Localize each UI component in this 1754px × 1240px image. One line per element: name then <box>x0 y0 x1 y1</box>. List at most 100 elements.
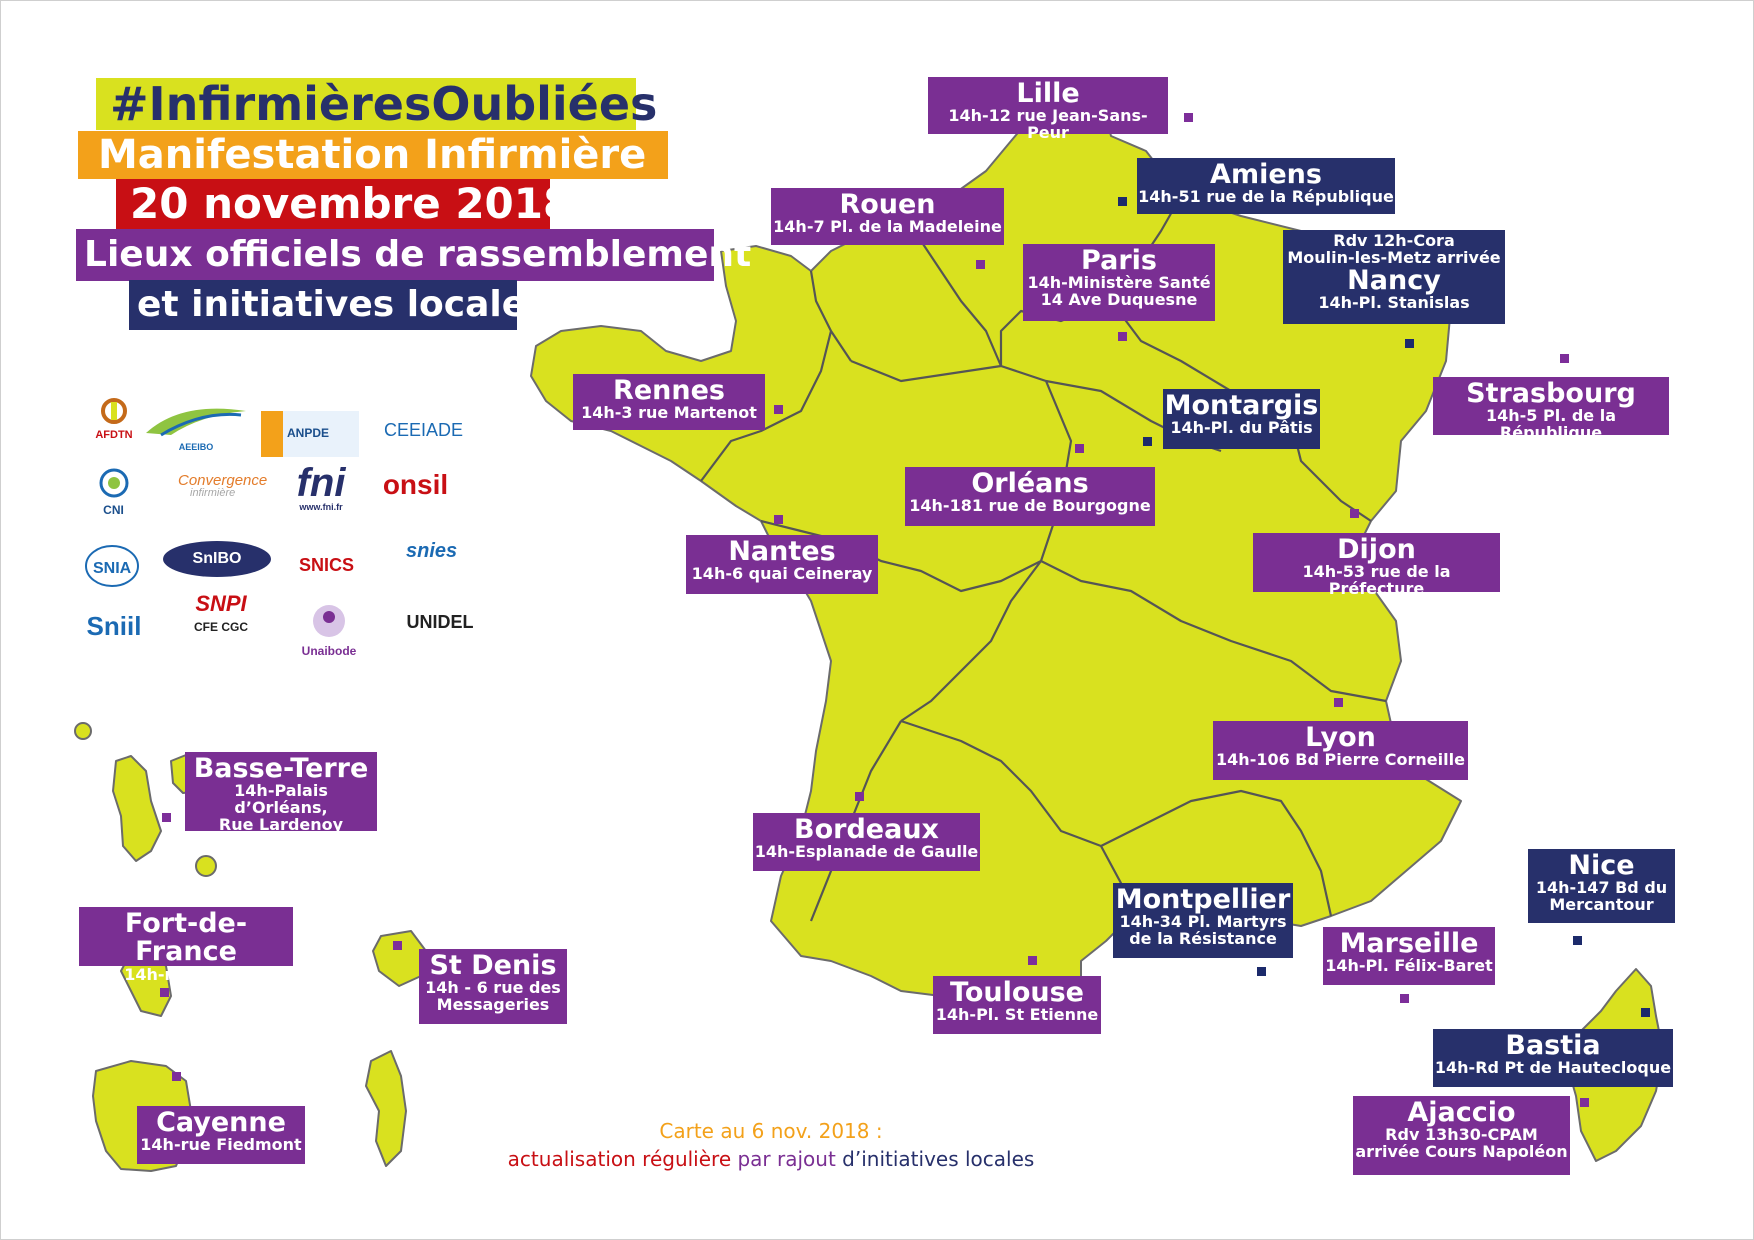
afdtn-text: AFDTN <box>95 429 133 441</box>
snibo-logo: SnIBO <box>163 541 271 577</box>
anpde-logo: ANPDE <box>261 411 359 457</box>
ceeiade-text: CEEIADE <box>383 420 464 440</box>
onsil-text: onsil <box>382 469 449 500</box>
location-city: Montargis <box>1164 390 1319 421</box>
location-address: 14h-147 Bd du <box>1535 878 1668 898</box>
location-city: St Denis <box>429 950 557 981</box>
location-address: 14h-181 rue de Bourgogne <box>909 496 1151 516</box>
marker-lille <box>1184 113 1193 122</box>
snpi-cfe-cgc-logo: SNPI CFE CGC <box>181 593 261 665</box>
fni-logo: fni www.fni.fr <box>286 463 356 531</box>
location-address-line-2: 14 Ave Duquesne <box>1040 290 1198 310</box>
location-address: 14h-Pl. Stanislas <box>1318 292 1470 312</box>
location-city: Montpellier <box>1115 884 1291 915</box>
location-address: 14h - 6 rue des <box>425 978 561 998</box>
location-rdv-line-1: Rdv 12h-Cora <box>1333 231 1455 250</box>
marker-nantes <box>774 515 783 524</box>
manifestation-title: Manifestation Infirmière <box>78 131 668 179</box>
update-note-part-1: actualisation régulière <box>507 1147 732 1171</box>
marker-bastia <box>1641 1008 1650 1017</box>
snia-emblem-icon <box>84 545 139 587</box>
marker-montargis <box>1143 437 1152 446</box>
update-note-part-2: par rajout <box>737 1147 836 1171</box>
fni-text: fni <box>296 461 346 505</box>
location-address: 14h-Esplanade de Gaulle <box>754 842 979 862</box>
location-montpellier: Montpellier 14h-34 Pl. Martyrs de la Rés… <box>1113 883 1293 958</box>
marker-nice <box>1573 936 1582 945</box>
location-address: 14h-6 quai Ceineray <box>691 564 873 584</box>
aeeibo-text: AEEIBO <box>178 442 214 452</box>
location-nantes: Nantes 14h-6 quai Ceineray <box>686 535 878 594</box>
location-address: 14h-7 Pl. de la Madeleine <box>773 217 1002 237</box>
convergence-sub-text: infirmière <box>190 487 236 499</box>
location-address: 14h-Rd Pt de Hautecloque <box>1434 1058 1672 1078</box>
guadeloupe-islet-1 <box>74 722 92 740</box>
convergence-infirmiere-logo: Convergence infirmière <box>146 473 276 513</box>
snics-logo: SNICS <box>284 556 369 591</box>
update-note: Carte au 6 nov. 2018 : actualisation rég… <box>471 1117 1071 1173</box>
location-marseille: Marseille 14h-Pl. Félix-Baret <box>1323 927 1495 985</box>
event-date: 20 novembre 2018 <box>116 179 572 229</box>
location-rdv-line-2: Moulin-les-Metz arrivée <box>1287 247 1501 267</box>
location-city: Amiens <box>1210 159 1322 190</box>
location-address: 14h-34 Pl. Martyrs <box>1119 912 1287 932</box>
location-city: Marseille <box>1339 928 1479 959</box>
cni-logo: CNI <box>86 466 141 521</box>
location-toulouse: Toulouse 14h-Pl. St Etienne <box>933 976 1101 1034</box>
location-address: Rdv 13h30-CPAM <box>1385 1125 1538 1145</box>
unidel-logo: UNIDEL <box>394 613 486 645</box>
location-city: Strasbourg <box>1466 378 1636 409</box>
fni-site-text: www.fni.fr <box>299 502 343 512</box>
cni-emblem-icon <box>99 468 128 498</box>
location-city: Bastia <box>1505 1030 1601 1061</box>
marker-bordeaux <box>855 792 864 801</box>
location-city: Lille <box>1016 78 1080 109</box>
location-address: 14h-Pl. du Pâtis <box>1170 418 1313 438</box>
marker-basse-terre <box>162 813 171 822</box>
reunion <box>372 930 427 987</box>
marker-st-denis <box>393 941 402 950</box>
marker-orleans <box>1075 444 1084 453</box>
location-address: 14h-51 rue de la République <box>1138 187 1394 207</box>
aeeibo-swoosh-icon <box>146 408 246 437</box>
location-city: Orléans <box>971 468 1089 499</box>
location-rouen: Rouen 14h-7 Pl. de la Madeleine <box>771 188 1004 245</box>
location-address: 14h-3 rue Martenot <box>581 403 757 423</box>
location-city: Basse-Terre <box>193 753 369 784</box>
location-city: Nice <box>1568 850 1635 881</box>
location-orleans: Orléans 14h-181 rue de Bourgogne <box>905 467 1155 526</box>
location-city: Paris <box>1081 245 1157 276</box>
marker-ajaccio <box>1580 1098 1589 1107</box>
location-city: Toulouse <box>949 977 1084 1008</box>
location-address: 14h-53 rue de la Préfecture <box>1302 562 1451 599</box>
location-address: 14h-rue Louis <box>124 964 248 984</box>
location-address-line-2: Rue Lardenoy <box>218 814 344 834</box>
afdtn-logo: AFDTN <box>79 396 149 451</box>
ceeiade-logo: CEEIADE <box>376 421 471 449</box>
unaibode-text: Unaibode <box>301 644 357 658</box>
location-city: Rennes <box>613 375 725 406</box>
snies-text: snies <box>406 540 458 562</box>
location-nice: Nice 14h-147 Bd du Mercantour <box>1528 849 1675 923</box>
location-address: 14h-5 Pl. de la République <box>1485 406 1616 443</box>
location-address: 14h-12 rue Jean-Sans-Peur <box>948 106 1148 143</box>
location-lyon: Lyon 14h-106 Bd Pierre Corneille <box>1213 721 1468 780</box>
afdtn-emblem-icon <box>101 398 127 424</box>
aeeibo-logo: AEEIBO <box>141 401 251 452</box>
marker-cayenne <box>172 1072 181 1081</box>
snia-logo: SNIA <box>79 541 144 599</box>
location-address: 14h-Ministère Santé <box>1027 273 1211 293</box>
subtitle-line-1: Lieux officiels de rassemblement <box>76 229 751 281</box>
update-note-part-3: d’initiatives locales <box>842 1147 1035 1171</box>
marker-nancy <box>1405 339 1414 348</box>
marker-rouen <box>976 260 985 269</box>
location-city: Nantes <box>728 536 836 567</box>
location-cayenne: Cayenne 14h-rue Fiedmont <box>137 1106 305 1164</box>
location-address: 14h-106 Bd Pierre Corneille <box>1216 750 1465 770</box>
location-ajaccio: Ajaccio Rdv 13h30-CPAM arrivée Cours Nap… <box>1353 1096 1570 1175</box>
location-lille: Lille 14h-12 rue Jean-Sans-Peur <box>928 77 1168 141</box>
location-montargis: Montargis 14h-Pl. du Pâtis <box>1163 389 1320 449</box>
snibo-text: SnIBO <box>192 550 242 567</box>
mayotte <box>365 1050 407 1167</box>
marker-dijon <box>1350 509 1359 518</box>
